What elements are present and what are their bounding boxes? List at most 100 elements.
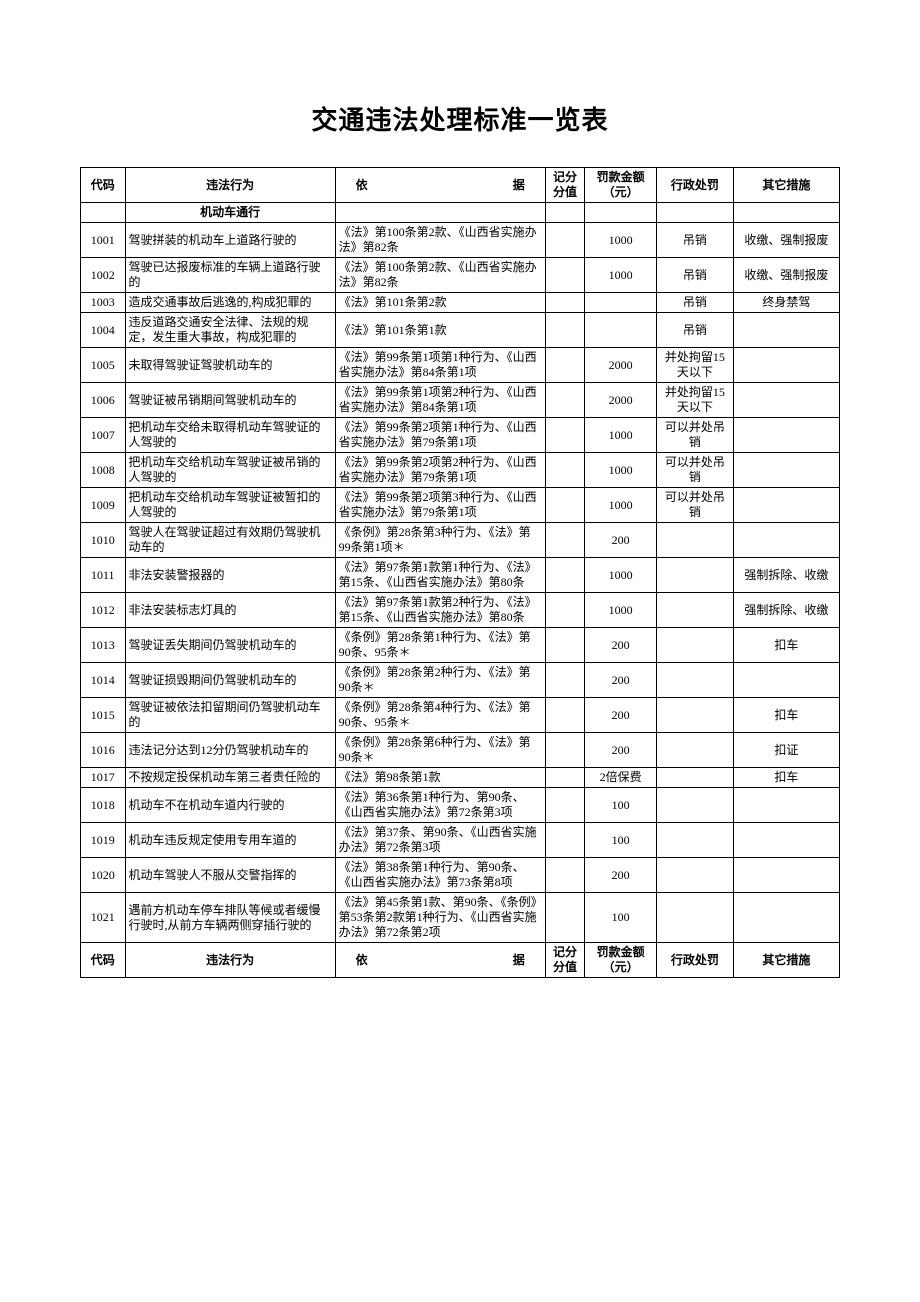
cell-admin: 吊销 xyxy=(657,313,734,348)
cell-other xyxy=(733,348,839,383)
cell-fine xyxy=(585,293,657,313)
cell-score xyxy=(545,258,585,293)
cell-other xyxy=(733,523,839,558)
cell-fine: 1000 xyxy=(585,488,657,523)
cell-code: 1013 xyxy=(81,628,126,663)
cell-admin: 并处拘留15天以下 xyxy=(657,383,734,418)
cell-basis: 《法》第36条第1种行为、第90条、《山西省实施办法》第72条第3项 xyxy=(335,788,545,823)
cell-basis: 《条例》第28条第6种行为、《法》第90条＊ xyxy=(335,733,545,768)
cell-admin: 可以并处吊销 xyxy=(657,453,734,488)
header-act: 违法行为 xyxy=(125,168,335,203)
cell-admin: 可以并处吊销 xyxy=(657,488,734,523)
cell-score xyxy=(545,663,585,698)
header-admin: 行政处罚 xyxy=(657,168,734,203)
table-row: 1012非法安装标志灯具的《法》第97条第1款第2种行为、《法》第15条、《山西… xyxy=(81,593,840,628)
header-basis: 依 据 xyxy=(335,168,545,203)
cell-basis: 《条例》第28条第1种行为、《法》第90条、95条＊ xyxy=(335,628,545,663)
cell-act: 非法安装警报器的 xyxy=(125,558,335,593)
cell-other: 扣车 xyxy=(733,698,839,733)
cell-admin xyxy=(657,593,734,628)
cell-score xyxy=(545,293,585,313)
cell-code: 1002 xyxy=(81,258,126,293)
cell-admin: 吊销 xyxy=(657,293,734,313)
cell-act: 遇前方机动车停车排队等候或者缓慢行驶时,从前方车辆两侧穿插行驶的 xyxy=(125,893,335,943)
table-row: 1009把机动车交给机动车驾驶证被暂扣的人驾驶的《法》第99条第2项第3种行为、… xyxy=(81,488,840,523)
cell-other xyxy=(733,788,839,823)
cell-admin xyxy=(657,698,734,733)
cell-basis: 《法》第100条第2款、《山西省实施办法》第82条 xyxy=(335,258,545,293)
cell-other: 收缴、强制报废 xyxy=(733,258,839,293)
cell-admin xyxy=(657,823,734,858)
cell-other xyxy=(733,893,839,943)
cell-score xyxy=(545,348,585,383)
header-score: 记分分值 xyxy=(545,168,585,203)
footer-admin: 行政处罚 xyxy=(657,943,734,978)
cell-act: 驾驶证丢失期间仍驾驶机动车的 xyxy=(125,628,335,663)
cell-score xyxy=(545,523,585,558)
cell-fine: 200 xyxy=(585,698,657,733)
cell-basis: 《法》第99条第1项第2种行为、《山西省实施办法》第84条第1项 xyxy=(335,383,545,418)
cell-fine: 100 xyxy=(585,823,657,858)
cell-other xyxy=(733,453,839,488)
cell-code: 1006 xyxy=(81,383,126,418)
cell-other xyxy=(733,313,839,348)
cell-basis: 《法》第97条第1款第2种行为、《法》第15条、《山西省实施办法》第80条 xyxy=(335,593,545,628)
cell-act: 不按规定投保机动车第三者责任险的 xyxy=(125,768,335,788)
section-label: 机动车通行 xyxy=(125,203,335,223)
cell-basis: 《条例》第28条第3种行为、《法》第99条第1项＊ xyxy=(335,523,545,558)
cell-code: 1005 xyxy=(81,348,126,383)
cell-admin xyxy=(657,768,734,788)
cell-admin xyxy=(657,523,734,558)
cell-act: 把机动车交给机动车驾驶证被暂扣的人驾驶的 xyxy=(125,488,335,523)
table-row: 1003造成交通事故后逃逸的,构成犯罪的《法》第101条第2款吊销终身禁驾 xyxy=(81,293,840,313)
cell-basis: 《法》第99条第2项第3种行为、《山西省实施办法》第79条第1项 xyxy=(335,488,545,523)
cell-fine: 1000 xyxy=(585,453,657,488)
table-row: 1006驾驶证被吊销期间驾驶机动车的《法》第99条第1项第2种行为、《山西省实施… xyxy=(81,383,840,418)
cell-code: 1001 xyxy=(81,223,126,258)
cell-act: 驾驶拼装的机动车上道路行驶的 xyxy=(125,223,335,258)
table-header-row: 代码 违法行为 依 据 记分分值 罚款金额（元） 行政处罚 其它措施 xyxy=(81,168,840,203)
cell-score xyxy=(545,733,585,768)
table-row: 1011非法安装警报器的《法》第97条第1款第1种行为、《法》第15条、《山西省… xyxy=(81,558,840,593)
cell-code: 1019 xyxy=(81,823,126,858)
cell-fine: 100 xyxy=(585,788,657,823)
cell-other xyxy=(733,418,839,453)
header-basis-a: 依 xyxy=(356,178,395,192)
header-basis-b: 据 xyxy=(513,178,525,192)
table-row: 1016违法记分达到12分仍驾驶机动车的《条例》第28条第6种行为、《法》第90… xyxy=(81,733,840,768)
cell-basis: 《条例》第28条第4种行为、《法》第90条、95条＊ xyxy=(335,698,545,733)
cell-basis: 《法》第38条第1种行为、第90条、《山西省实施办法》第73条第8项 xyxy=(335,858,545,893)
table-row: 1019机动车违反规定使用专用车道的《法》第37条、第90条、《山西省实施办法》… xyxy=(81,823,840,858)
footer-basis-b: 据 xyxy=(513,953,525,967)
table-row: 1015驾驶证被依法扣留期间仍驾驶机动车的《条例》第28条第4种行为、《法》第9… xyxy=(81,698,840,733)
cell-score xyxy=(545,418,585,453)
header-other: 其它措施 xyxy=(733,168,839,203)
cell-fine: 1000 xyxy=(585,558,657,593)
cell-code: 1016 xyxy=(81,733,126,768)
cell-act: 把机动车交给机动车驾驶证被吊销的人驾驶的 xyxy=(125,453,335,488)
cell-admin: 可以并处吊销 xyxy=(657,418,734,453)
cell-other xyxy=(733,823,839,858)
table-row: 1021遇前方机动车停车排队等候或者缓慢行驶时,从前方车辆两侧穿插行驶的《法》第… xyxy=(81,893,840,943)
table-row: 1020机动车驾驶人不服从交警指挥的《法》第38条第1种行为、第90条、《山西省… xyxy=(81,858,840,893)
cell-code: 1020 xyxy=(81,858,126,893)
cell-admin xyxy=(657,788,734,823)
cell-act: 驾驶证被吊销期间驾驶机动车的 xyxy=(125,383,335,418)
footer-act: 违法行为 xyxy=(125,943,335,978)
cell-act: 把机动车交给未取得机动车驾驶证的人驾驶的 xyxy=(125,418,335,453)
cell-admin: 吊销 xyxy=(657,258,734,293)
table-row: 1004违反道路交通安全法律、法规的规定，发生重大事故，构成犯罪的《法》第101… xyxy=(81,313,840,348)
cell-code: 1015 xyxy=(81,698,126,733)
table-footer-row: 代码 违法行为 依 据 记分分值 罚款金额（元） 行政处罚 其它措施 xyxy=(81,943,840,978)
cell-code: 1011 xyxy=(81,558,126,593)
cell-admin: 吊销 xyxy=(657,223,734,258)
cell-fine: 200 xyxy=(585,523,657,558)
cell-code: 1010 xyxy=(81,523,126,558)
cell-fine xyxy=(585,313,657,348)
cell-act: 违反道路交通安全法律、法规的规定，发生重大事故，构成犯罪的 xyxy=(125,313,335,348)
cell-basis: 《法》第101条第1款 xyxy=(335,313,545,348)
cell-code: 1009 xyxy=(81,488,126,523)
table-row: 1008把机动车交给机动车驾驶证被吊销的人驾驶的《法》第99条第2项第2种行为、… xyxy=(81,453,840,488)
cell-score xyxy=(545,593,585,628)
cell-admin: 并处拘留15天以下 xyxy=(657,348,734,383)
